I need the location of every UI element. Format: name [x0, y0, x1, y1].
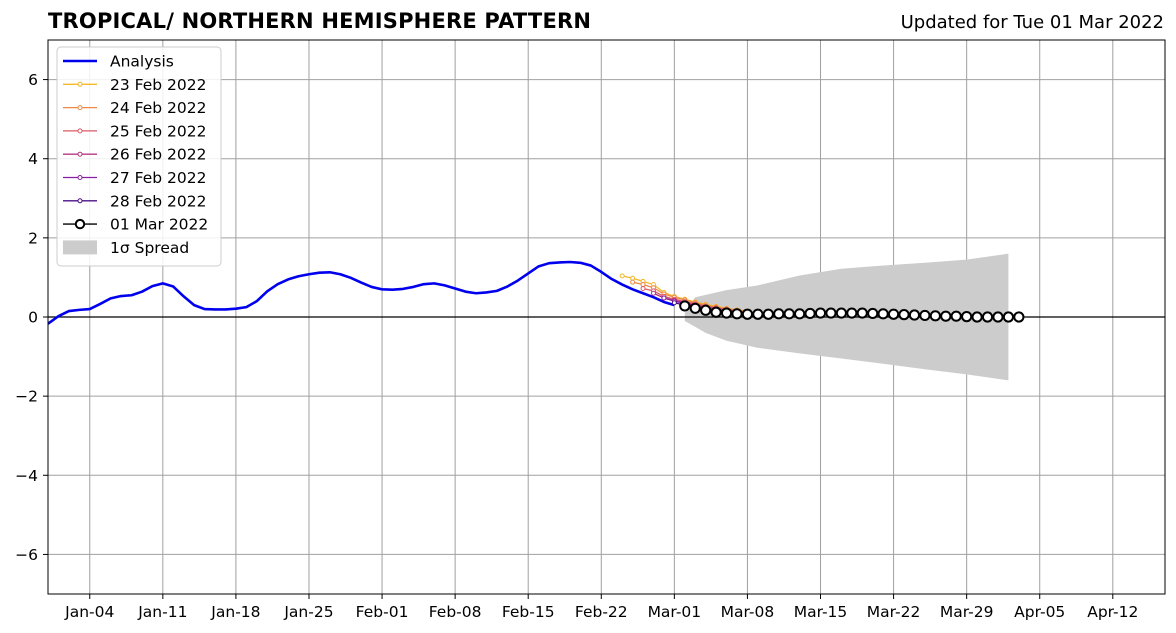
y-tick-label: −2 [15, 388, 38, 406]
current-forecast-point [856, 307, 868, 319]
current-forecast-point [1013, 311, 1025, 323]
legend-label: 24 Feb 2022 [110, 99, 206, 117]
plot-area [48, 260, 1025, 325]
y-tick-label: 0 [28, 309, 38, 327]
legend-label: 01 Mar 2022 [110, 216, 208, 234]
current-forecast-point [814, 307, 827, 319]
chart-title: TROPICAL/ NORTHERN HEMISPHERE PATTERN [48, 9, 592, 33]
y-tick-label: 6 [28, 71, 38, 89]
current-forecast-point [689, 302, 701, 314]
x-tick-label: Mar-15 [794, 603, 848, 621]
legend-label: 25 Feb 2022 [110, 122, 206, 140]
current-forecast-point [908, 309, 921, 321]
current-forecast-point [992, 311, 1004, 323]
legend-label: 26 Feb 2022 [110, 146, 206, 164]
current-forecast-point [720, 307, 733, 319]
x-tick-label: Apr-12 [1087, 603, 1138, 621]
legend-entry: 23 Feb 2022 [63, 76, 206, 94]
x-tick-label: Jan-04 [64, 603, 114, 621]
legend-marker [77, 175, 83, 180]
legend-entry: 24 Feb 2022 [63, 99, 206, 117]
x-tick-label: Mar-29 [940, 603, 994, 621]
current-forecast-point [700, 304, 712, 316]
forecast-point [640, 286, 646, 292]
x-tick-label: Apr-05 [1014, 603, 1065, 621]
forecast-point [630, 279, 636, 285]
x-tick-label: Feb-22 [575, 603, 628, 621]
current-forecast-point [898, 309, 910, 321]
current-forecast-point [867, 307, 879, 320]
legend-label: 1σ Spread [110, 239, 189, 257]
forecast-point [640, 282, 646, 288]
current-forecast-point [741, 308, 754, 320]
legend-marker [77, 151, 83, 157]
y-tick-label: 2 [28, 229, 38, 247]
x-tick-label: Mar-01 [648, 603, 702, 621]
legend-label: 23 Feb 2022 [110, 76, 206, 94]
current-forecast-point [783, 308, 795, 320]
x-tick-label: Jan-18 [210, 603, 260, 621]
current-forecast-point [961, 311, 973, 323]
current-forecast-point [877, 308, 889, 320]
current-forecast-point [794, 308, 806, 320]
current-forecast-point [804, 307, 816, 320]
legend-box [56, 46, 222, 267]
current-forecast-point [950, 310, 962, 322]
x-tick-label: Jan-25 [283, 603, 333, 621]
legend-marker [77, 105, 83, 111]
x-tick-label: Mar-08 [721, 603, 775, 621]
legend-entry: Analysis [63, 53, 174, 71]
legend-entry: 1σ Spread [63, 239, 189, 257]
current-forecast-point [981, 311, 994, 323]
current-forecast-point [825, 307, 837, 319]
legend-marker [74, 218, 86, 230]
y-tick-label: 4 [28, 150, 38, 168]
legend-marker [77, 81, 83, 87]
forecast-point [630, 275, 636, 281]
x-tick-label: Feb-15 [502, 603, 555, 621]
legend-label: 27 Feb 2022 [110, 169, 206, 187]
current-forecast-point [731, 308, 743, 320]
current-forecast-point [940, 310, 952, 322]
current-forecast-point [835, 307, 847, 319]
y-tick-label: −6 [15, 546, 38, 564]
forecast-point [619, 273, 625, 279]
current-forecast-point [762, 308, 774, 320]
legend-label: Analysis [110, 53, 174, 71]
forecast-point [650, 290, 656, 296]
legend-entry: 28 Feb 2022 [63, 192, 206, 210]
x-tick-label: Feb-08 [429, 603, 482, 621]
x-tick-label: Jan-11 [137, 603, 187, 621]
forecast-point [661, 295, 667, 301]
legend-entry: 27 Feb 2022 [63, 169, 206, 187]
current-forecast-point [710, 306, 722, 318]
legend-entry: 01 Mar 2022 [63, 216, 208, 234]
current-forecast-point [679, 300, 691, 312]
current-forecast-point [929, 310, 941, 322]
legend-label: 28 Feb 2022 [110, 192, 206, 210]
legend-marker [77, 128, 83, 134]
legend-swatch [63, 240, 97, 255]
x-tick-label: Feb-01 [356, 603, 409, 621]
current-forecast-point [773, 308, 785, 320]
current-forecast-point [1002, 311, 1015, 323]
current-forecast-point [919, 309, 931, 322]
current-forecast-point [846, 307, 858, 319]
y-tick-label: −4 [15, 467, 38, 485]
analysis-line [48, 260, 675, 325]
legend-entry: 25 Feb 2022 [63, 122, 206, 140]
legend-entry: 26 Feb 2022 [63, 146, 206, 164]
current-forecast-point [971, 311, 983, 323]
forecast-point [671, 300, 677, 306]
legend-marker [77, 198, 83, 204]
current-forecast-point [752, 308, 764, 320]
current-forecast-point [887, 308, 900, 320]
x-tick-label: Mar-22 [867, 603, 921, 621]
updated-date: Updated for Tue 01 Mar 2022 [900, 12, 1164, 33]
